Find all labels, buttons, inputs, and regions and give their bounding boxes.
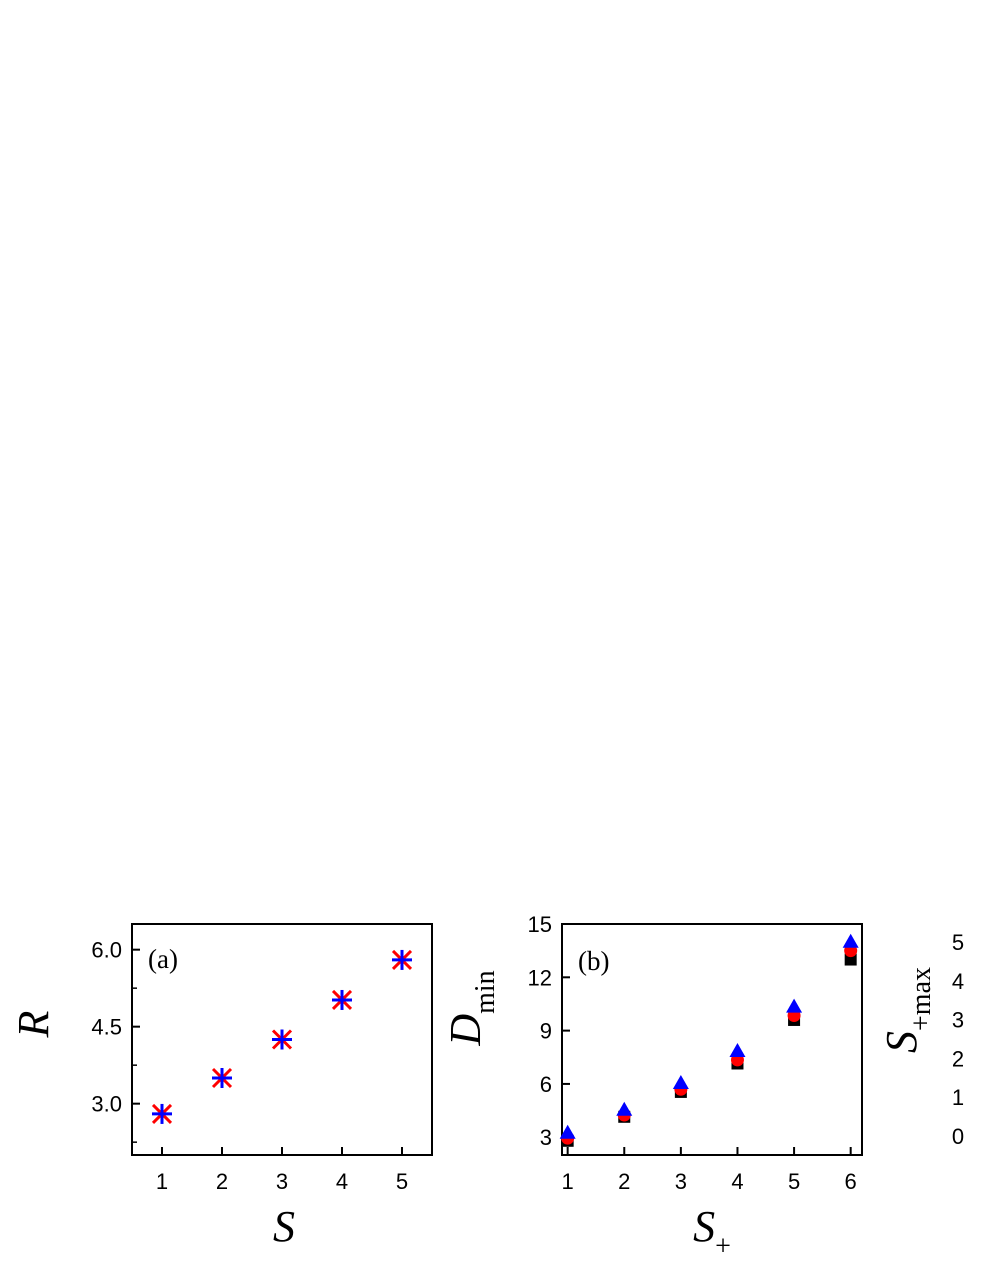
panel-a-marks (151, 949, 413, 1124)
panel-b-right-label: S (877, 1031, 926, 1053)
x-tick-label: 4 (731, 1169, 743, 1194)
x-tick-label: 2 (618, 1169, 630, 1194)
y-tick-label: 6 (540, 1072, 552, 1097)
panel-b-xlabel-sub: + (715, 1231, 731, 1262)
y-tick-label: 12 (528, 965, 552, 990)
data-point-cross (212, 1068, 232, 1088)
panel-a-label: (a) (148, 944, 178, 974)
x-tick-label: 1 (562, 1169, 574, 1194)
data-point-cross (152, 1103, 172, 1124)
data-point-triangle (729, 1043, 746, 1058)
x-tick-label: 2 (216, 1169, 228, 1194)
panel-b-xlabel: S (693, 1202, 715, 1251)
y-tick-label: 6.0 (91, 938, 122, 963)
data-point-cross (272, 1029, 292, 1050)
right-tick-label: 4 (952, 969, 964, 994)
y-tick-label: 9 (540, 1019, 552, 1044)
right-tick-label: 3 (952, 1008, 964, 1033)
x-tick-label: 4 (336, 1169, 348, 1194)
data-point-cross (332, 989, 352, 1010)
panel-b-ylabel: D (441, 1014, 490, 1047)
right-tick-label: 0 (952, 1124, 964, 1149)
panel-b-right-label-sub: +max (906, 967, 937, 1031)
y-tick-label: 3 (540, 1125, 552, 1150)
x-tick-label: 6 (845, 1169, 857, 1194)
panel-a-ticks: 1 2 3 4 5 3.0 4.5 6.0 (91, 938, 408, 1194)
data-point-triangle (616, 1101, 633, 1116)
panel-b-right-label-group: S+max (877, 967, 937, 1053)
panel-a: (a) 1 2 3 4 5 3.0 4.5 6.0 S R (9, 923, 433, 1251)
data-point-square (844, 953, 857, 966)
data-point-triangle (842, 933, 859, 948)
x-tick-label: 3 (276, 1169, 288, 1194)
panel-a-xlabel: S (273, 1202, 295, 1251)
panel-b-marks (559, 933, 859, 1147)
right-tick-label: 2 (952, 1046, 964, 1071)
panel-b-xlabel-group: S+ (693, 1202, 731, 1262)
data-point-triangle (559, 1124, 576, 1139)
x-tick-label: 3 (675, 1169, 687, 1194)
y-tick-label: 4.5 (91, 1015, 122, 1040)
x-tick-label: 1 (156, 1169, 168, 1194)
panel-b-right-ticks: 0 1 2 3 4 5 (952, 930, 964, 1149)
panel-b-label: (b) (578, 946, 609, 976)
y-tick-label: 15 (528, 912, 552, 937)
panel-a-ylabel: R (9, 1010, 58, 1038)
x-tick-label: 5 (396, 1169, 408, 1194)
x-tick-label: 5 (788, 1169, 800, 1194)
panel-b-ylabel-group: Dmin (441, 970, 501, 1046)
panel-b-frame (561, 923, 863, 1156)
y-tick-label: 3.0 (91, 1092, 122, 1117)
data-point-triangle (672, 1075, 689, 1090)
data-point-triangle (786, 998, 803, 1013)
panel-b-ylabel-sub: min (470, 970, 501, 1014)
right-tick-label: 5 (952, 930, 964, 955)
right-tick-label: 1 (952, 1085, 964, 1110)
data-point-cross (392, 949, 412, 970)
